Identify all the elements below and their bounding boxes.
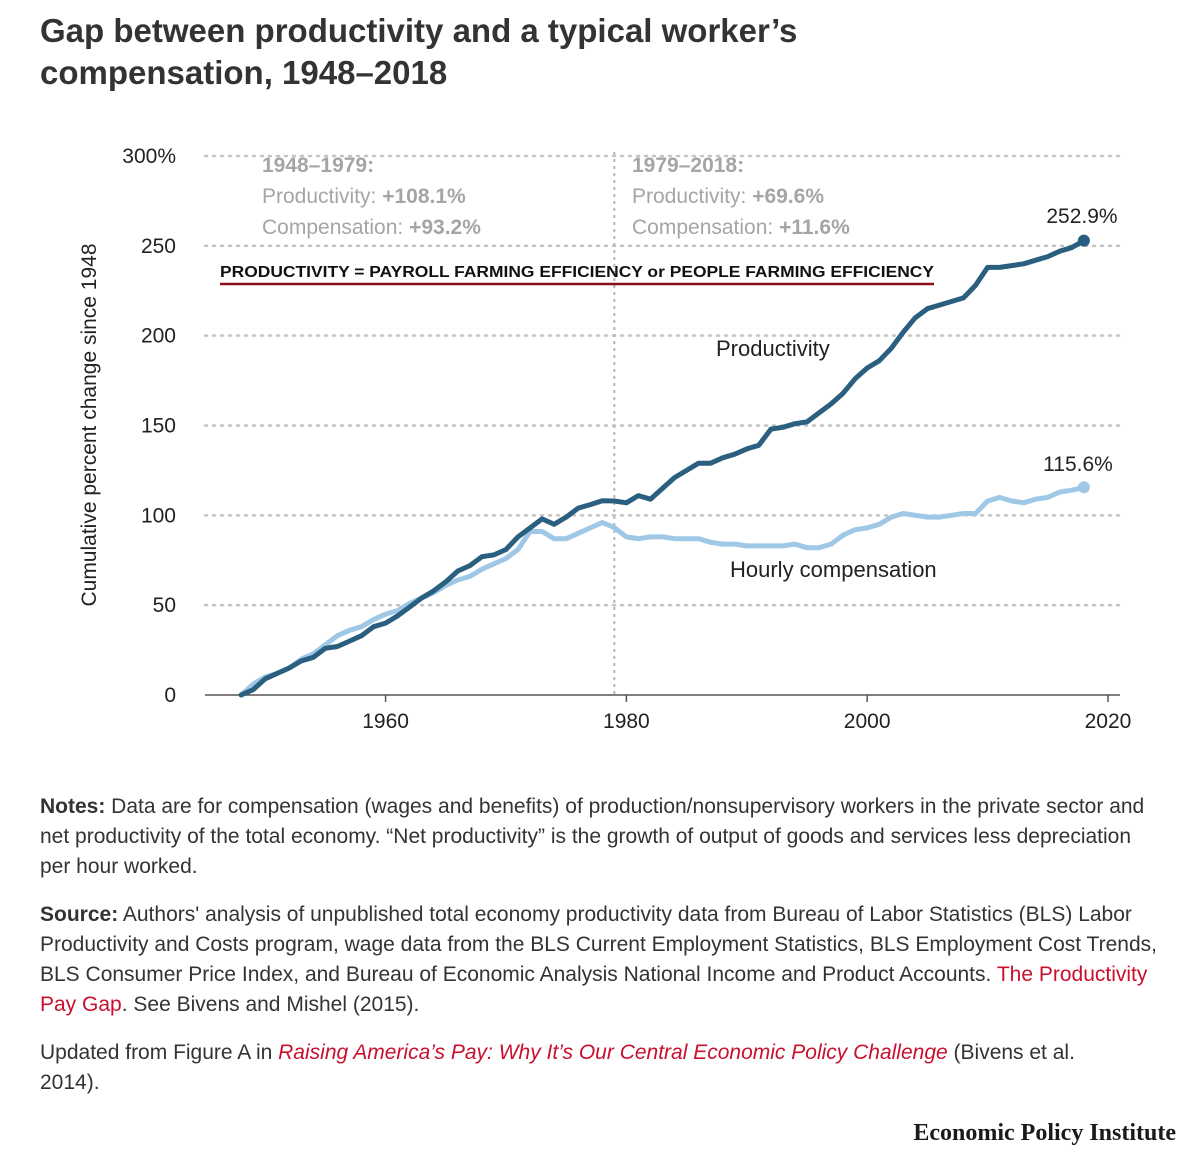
brand-logo: Economic Policy Institute — [913, 1120, 1176, 1146]
source-after: . See Bivens and Mishel (2015). — [121, 993, 420, 1016]
x-tick-label: 2000 — [844, 710, 891, 733]
gridlines — [203, 154, 1122, 607]
y-tick-label: 250 — [141, 235, 176, 258]
overlay-text: PRODUCTIVITY = PAYROLL FARMING EFFICIENC… — [220, 264, 935, 281]
annotation-right-productivity: Productivity: +69.6% — [632, 185, 824, 208]
compensation-series-label: Hourly compensation — [730, 557, 937, 582]
updated-text: Updated from Figure A in — [40, 1041, 279, 1064]
source-label: Source: — [40, 903, 119, 926]
productivity-line — [238, 238, 1087, 698]
chart-title: Gap between productivity and a typical w… — [40, 10, 1040, 94]
title-line-2: compensation, 1948–2018 — [40, 54, 448, 91]
notes-text: Data are for compensation (wages and ben… — [40, 795, 1145, 878]
updated-link[interactable]: Raising America’s Pay: Why It’s Our Cent… — [278, 1041, 948, 1064]
annotation-right: 1979–2018: Productivity: +69.6% Compensa… — [632, 154, 850, 239]
source-text: Authors' analysis of unpublished total e… — [40, 903, 1157, 986]
notes-label: Notes: — [40, 795, 106, 818]
annotation-right-period: 1979–2018: — [632, 154, 744, 177]
compensation-end-label: 115.6% — [1043, 453, 1113, 476]
x-tick-label: 1980 — [603, 710, 650, 733]
productivity-end-point — [1077, 234, 1090, 247]
overlay-annotation: PRODUCTIVITY = PAYROLL FARMING EFFICIENC… — [220, 264, 935, 286]
updated-paragraph: Updated from Figure A in Raising America… — [40, 1038, 1120, 1098]
x-tick-label: 1960 — [362, 710, 409, 733]
y-tick-label: 300% — [122, 145, 176, 168]
y-tick-label: 0 — [164, 684, 176, 707]
source-link[interactable]: The Productivity Pay Gap — [40, 963, 1148, 1016]
annotation-left-productivity: Productivity: +108.1% — [262, 185, 466, 208]
productivity-end-label: 252.9% — [1046, 205, 1117, 228]
source-paragraph: Source: Authors' analysis of unpublished… — [40, 900, 1160, 1020]
annotation-left-period: 1948–1979: — [262, 154, 374, 177]
annotation-left: 1948–1979: Productivity: +108.1% Compens… — [262, 154, 481, 239]
y-axis-tick-labels: 0 50 100 150 200 250 300% — [122, 145, 176, 707]
x-axis: 1960 1980 2000 2020 — [205, 694, 1132, 733]
y-tick-label: 200 — [141, 325, 176, 348]
notes-paragraph: Notes: Data are for compensation (wages … — [40, 792, 1160, 882]
y-tick-label: 50 — [153, 594, 176, 617]
y-tick-label: 100 — [141, 504, 176, 527]
productivity-series-label: Productivity — [716, 336, 830, 361]
annotation-left-compensation: Compensation: +93.2% — [262, 216, 481, 239]
y-tick-label: 150 — [141, 415, 176, 438]
compensation-line — [238, 484, 1087, 698]
y-axis-label: Cumulative percent change since 1948 — [78, 243, 101, 606]
title-line-1: Gap between productivity and a typical w… — [40, 12, 798, 49]
annotation-right-compensation: Compensation: +11.6% — [632, 216, 850, 239]
compensation-end-point — [1077, 481, 1090, 494]
x-tick-label: 2020 — [1085, 710, 1132, 733]
updated-after: (Bivens et al. 2014). — [40, 1041, 1075, 1094]
line-chart: 0 50 100 150 200 250 300% 1960 1980 2000 2020 Cum… — [78, 145, 1132, 733]
